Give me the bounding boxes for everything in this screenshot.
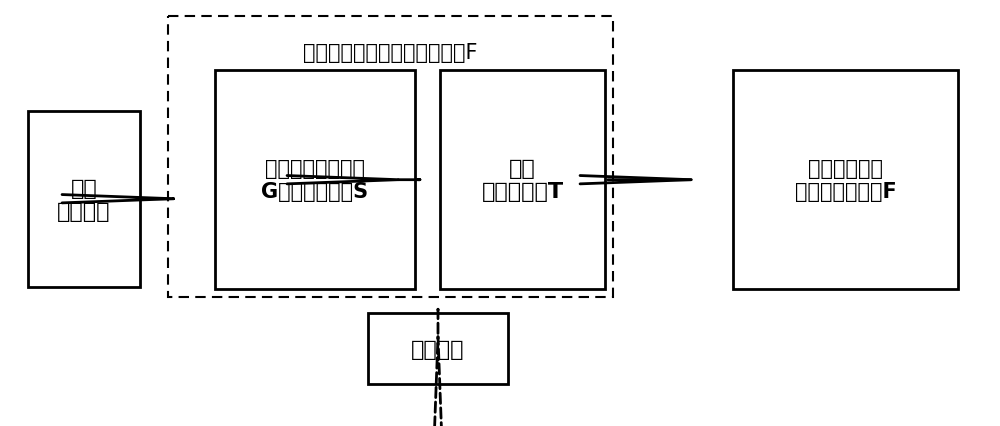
Text: 强化学习: 强化学习 bbox=[411, 339, 465, 359]
Bar bbox=[368, 313, 508, 384]
Text: 虚拟环境训练多任务策略网络F: 虚拟环境训练多任务策略网络F bbox=[303, 43, 478, 63]
Bar bbox=[733, 71, 958, 289]
Bar bbox=[168, 17, 613, 297]
Bar bbox=[28, 112, 140, 288]
Text: 微调
任务预测层T: 微调 任务预测层T bbox=[481, 159, 564, 202]
Text: 真实环境运行
多任务策略网络F: 真实环境运行 多任务策略网络F bbox=[795, 159, 896, 202]
Bar bbox=[440, 71, 605, 289]
Text: 训练任务表达网络
G和任务共享层S: 训练任务表达网络 G和任务共享层S bbox=[261, 159, 369, 202]
Bar bbox=[215, 71, 415, 289]
Text: 构建
虚拟环境: 构建 虚拟环境 bbox=[57, 178, 111, 221]
